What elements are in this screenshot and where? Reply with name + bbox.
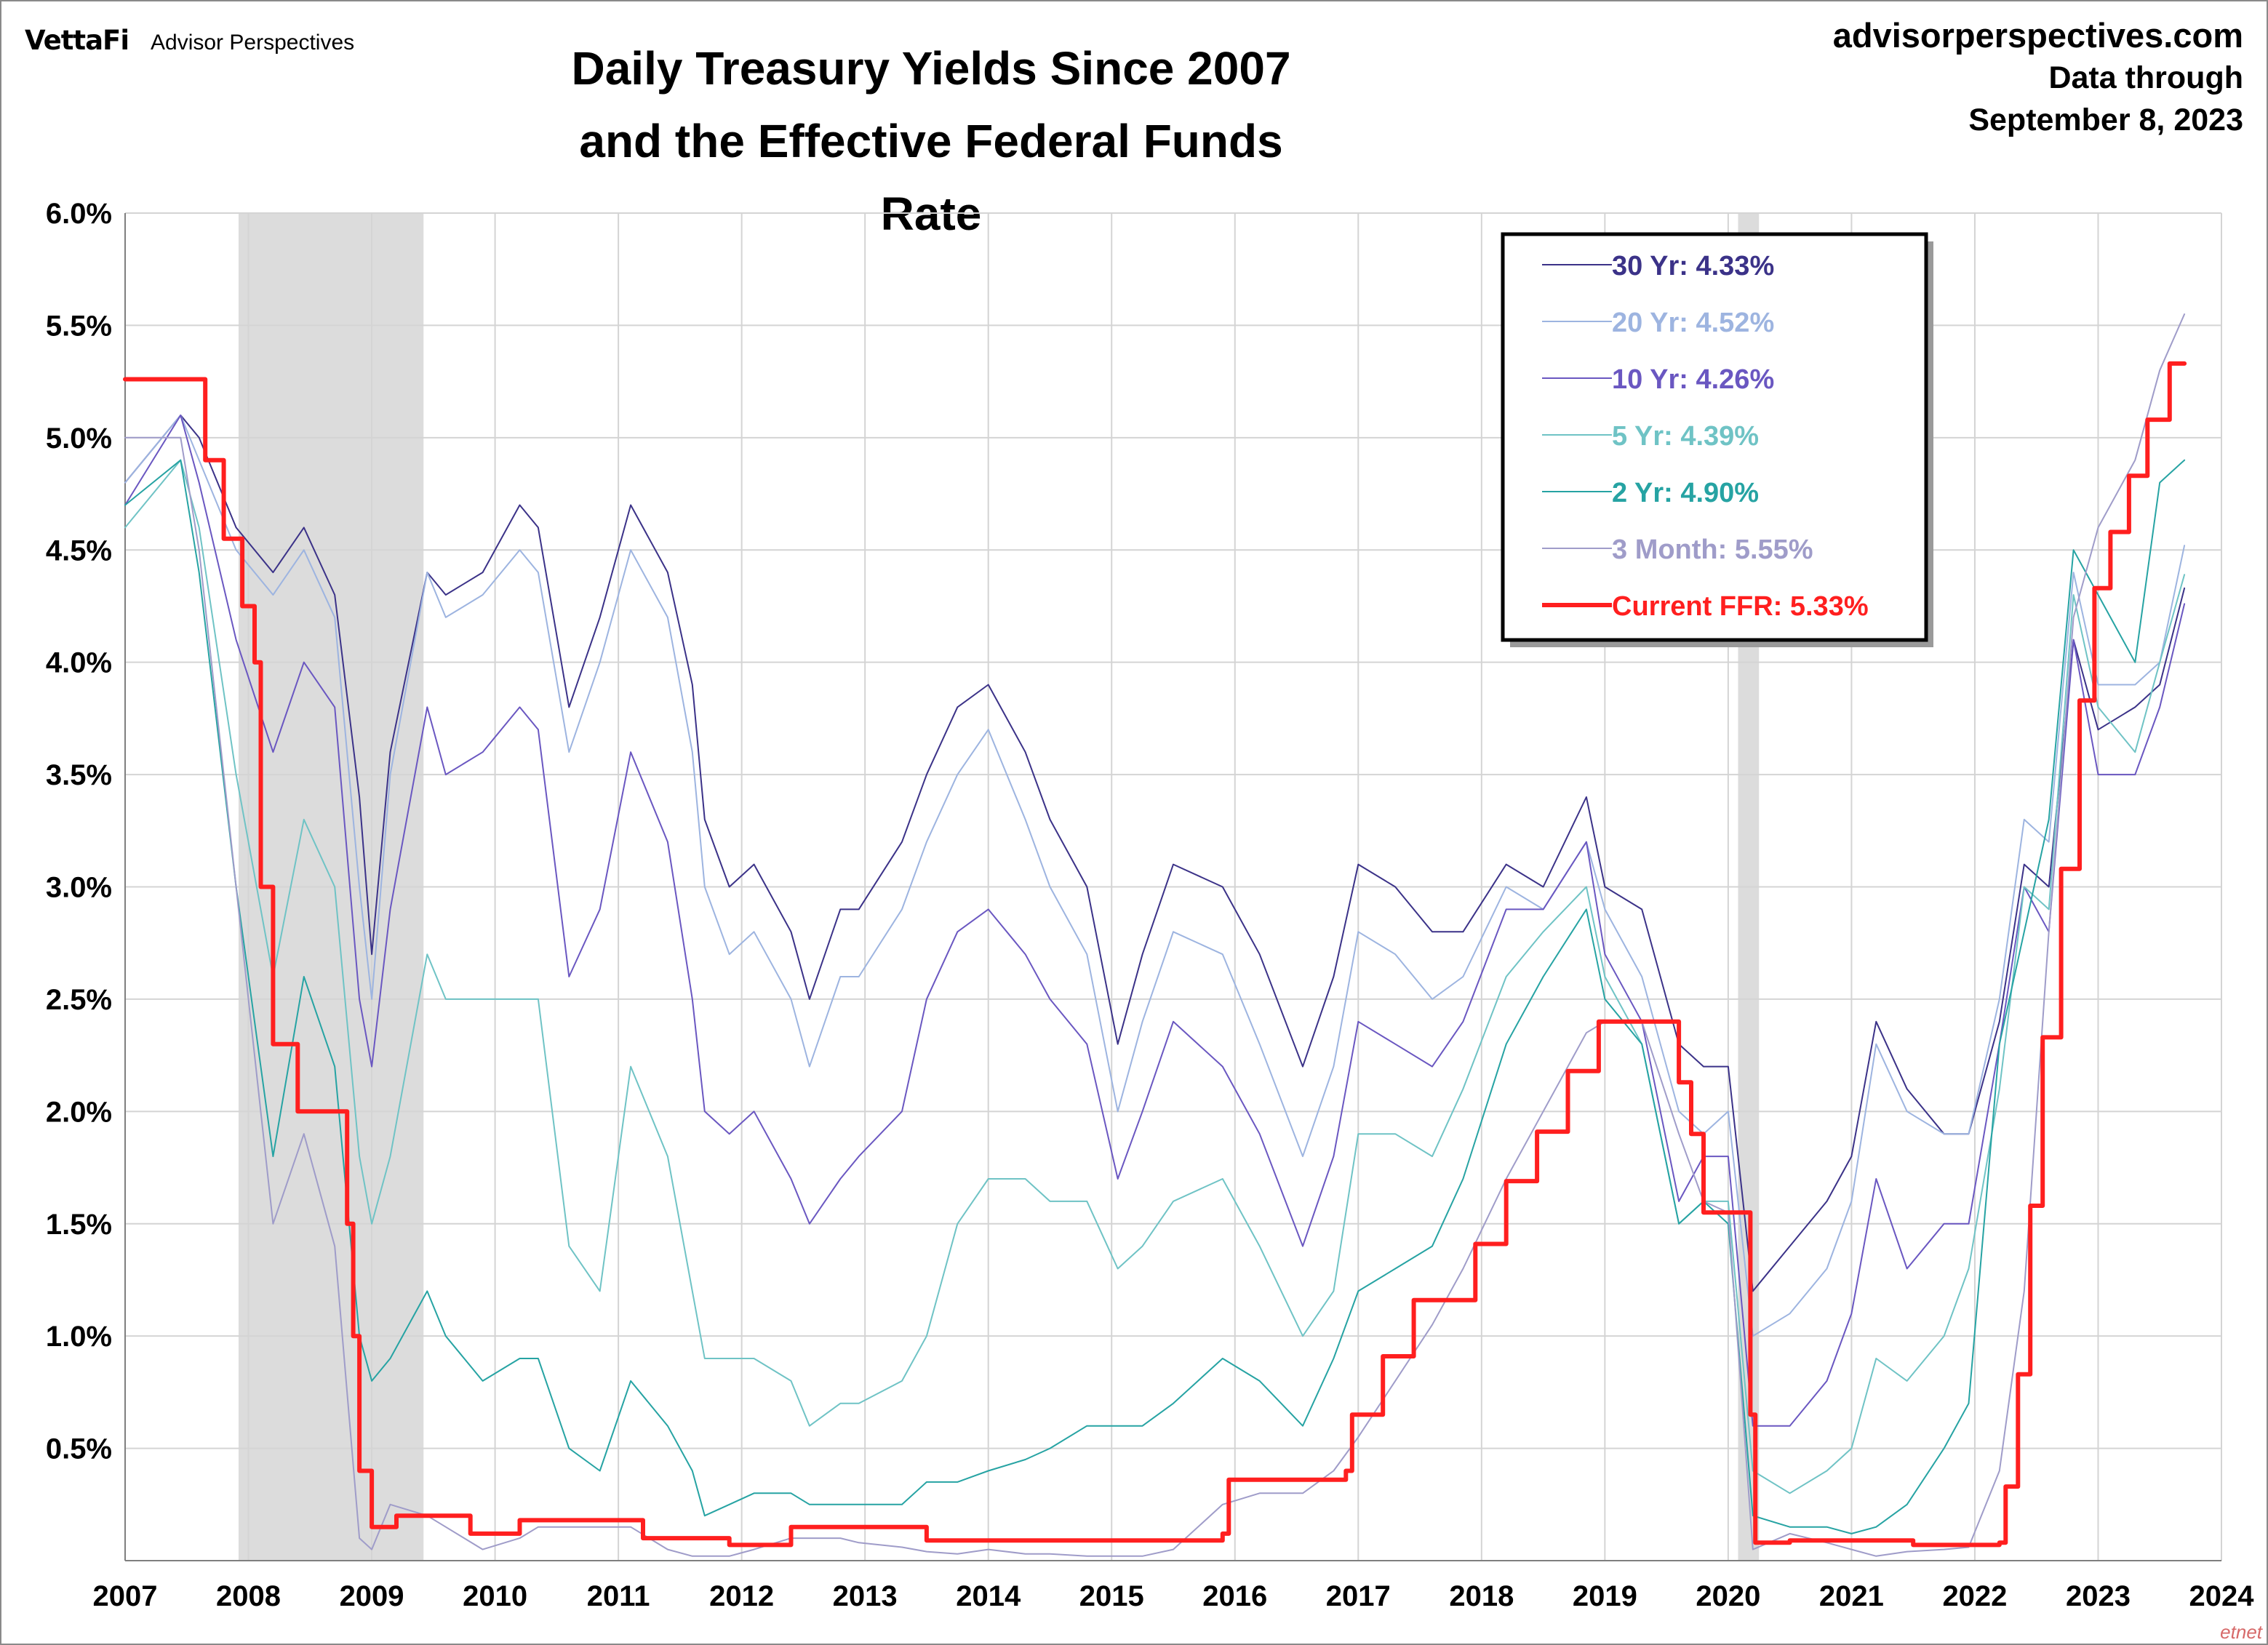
series-line-1 <box>124 415 2186 1337</box>
x-tick-label: 2018 <box>1449 1580 1514 1612</box>
source-date: September 8, 2023 <box>1968 103 2243 137</box>
x-tick-label: 2019 <box>1573 1580 1637 1612</box>
series-line-2 <box>124 415 2186 1427</box>
x-tick-label: 2013 <box>833 1580 898 1612</box>
vettafi-logo: VettaFi <box>25 25 129 56</box>
y-tick-label: 5.0% <box>46 423 112 455</box>
legend-label: 30 Yr: 4.33% <box>1612 251 1774 281</box>
x-tick-label: 2015 <box>1079 1580 1144 1612</box>
y-tick-label: 3.0% <box>46 872 112 904</box>
y-tick-label: 6.0% <box>46 198 112 230</box>
series-line-0 <box>124 415 2186 1292</box>
x-tick-label: 2022 <box>1942 1580 2007 1612</box>
series-line-5 <box>124 313 2186 1557</box>
x-tick-label: 2009 <box>340 1580 404 1612</box>
chart-title-line1: Daily Treasury Yields Since 2007 <box>571 42 1291 95</box>
legend-label: 5 Yr: 4.39% <box>1612 421 1759 452</box>
y-tick-label: 2.5% <box>46 984 112 1016</box>
y-tick-label: 0.5% <box>46 1433 112 1465</box>
legend-label: 20 Yr: 4.52% <box>1612 308 1774 338</box>
x-tick-label: 2010 <box>463 1580 527 1612</box>
x-tick-label: 2017 <box>1326 1580 1391 1612</box>
x-tick-label: 2012 <box>709 1580 774 1612</box>
y-tick-label: 3.5% <box>46 759 112 791</box>
x-tick-label: 2011 <box>587 1580 650 1612</box>
y-tick-label: 4.0% <box>46 647 112 679</box>
x-tick-label: 2020 <box>1696 1580 1760 1612</box>
legend-label: Current FFR: 5.33% <box>1612 591 1869 622</box>
x-tick-label: 2008 <box>216 1580 281 1612</box>
brand: VettaFi Advisor Perspectives <box>25 25 354 56</box>
y-tick-label: 1.0% <box>46 1321 112 1353</box>
series-line-6 <box>123 361 2187 1548</box>
y-tick-label: 4.5% <box>46 535 112 567</box>
series-line-3 <box>124 459 2186 1494</box>
x-tick-label: 2021 <box>1819 1580 1884 1612</box>
brand-name: Advisor Perspectives <box>151 31 355 55</box>
x-tick-label: 2024 <box>2189 1580 2255 1612</box>
series-line-4 <box>124 459 2186 1534</box>
source-data-through: Data through <box>2048 60 2243 95</box>
y-tick-label: 5.5% <box>46 310 112 342</box>
y-tick-label: 2.0% <box>46 1096 112 1128</box>
source-block: advisorperspectives.com Data through Sep… <box>1833 15 2243 141</box>
x-tick-label: 2007 <box>93 1580 158 1612</box>
source-site: advisorperspectives.com <box>1832 16 2243 55</box>
x-tick-label: 2014 <box>956 1580 1021 1612</box>
etnet-watermark: etnet <box>2220 1621 2262 1643</box>
x-tick-label: 2016 <box>1202 1580 1267 1612</box>
legend-box <box>1501 232 1928 642</box>
legend-label: 10 Yr: 4.26% <box>1612 364 1774 395</box>
x-tick-label: 2023 <box>2066 1580 2131 1612</box>
legend-label: 3 Month: 5.55% <box>1612 535 1813 565</box>
y-tick-label: 1.5% <box>46 1209 112 1241</box>
legend-label: 2 Yr: 4.90% <box>1612 478 1759 508</box>
